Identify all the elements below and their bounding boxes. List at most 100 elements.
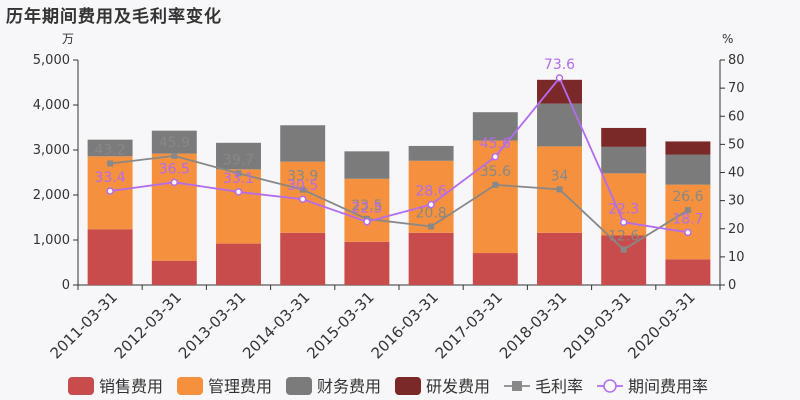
right-tick-label: 10 [728,250,745,265]
bar-segment [537,232,582,285]
bar-segment [408,232,454,285]
legend-swatch [286,377,312,395]
legend-label: 研发费用 [426,377,490,396]
line-point-marker [684,228,692,237]
line-point-marker [363,217,371,226]
bar-segment [151,153,197,261]
bar-segment [472,253,518,285]
series-line [109,154,689,251]
bar-segment [280,125,326,162]
x-tick-label: 2020-03-31 [624,288,698,362]
line-point-marker [234,188,243,196]
line-point-marker [299,186,306,193]
x-tick-label: 2016-03-31 [368,288,442,362]
bar-segment [151,130,197,154]
bar-segment [665,154,711,185]
data-label: 30.5 [287,178,318,194]
x-tick-label: 2013-03-31 [175,288,249,362]
bar-segment [87,139,133,157]
left-axis-unit: 万 [62,32,74,46]
x-tick-label: 2019-03-31 [560,288,634,362]
line-point-marker [556,186,563,193]
data-label: 12.6 [608,229,639,245]
line-point-marker [171,152,178,159]
bar-segment [472,112,518,141]
line-point-marker [106,187,114,195]
legend-swatch [177,377,203,395]
x-tick-label: 2014-03-31 [239,288,313,362]
data-label: 33.9 [287,169,318,185]
data-label: 34 [551,168,569,184]
line-point-marker [428,223,435,230]
x-tick-label: 2017-03-31 [432,288,506,362]
right-tick-label: 40 [728,166,745,181]
data-label: 23.5 [351,198,382,214]
line-point-marker [427,200,435,209]
legend-swatch-marker [512,381,522,391]
x-tick-label: 2015-03-31 [303,288,377,362]
legend-label: 管理费用 [208,377,272,396]
line-point-marker [684,207,691,214]
data-label: 33.4 [95,170,126,186]
legend-label: 期间费用率 [628,377,708,396]
x-tick-label: 2018-03-31 [496,288,570,362]
bar-segment [537,103,582,147]
bar-segment [665,259,711,285]
bar-segment [151,260,197,285]
legend-swatch [395,377,421,395]
legend-label: 毛利率 [535,377,583,396]
data-label: 43.2 [95,143,126,159]
bar-segment [344,241,390,285]
line-point-marker [170,178,179,187]
bar-segment [344,178,390,242]
bar-segment [665,184,711,260]
line-point-marker [620,246,627,253]
left-tick-label: 5,000 [33,53,70,68]
right-tick-label: 80 [728,53,745,68]
data-label: 45.9 [159,135,190,151]
bar-segment [408,145,454,161]
x-tick-label: 2012-03-31 [111,288,185,362]
series-line [109,76,689,234]
right-tick-label: 20 [728,222,745,237]
data-label: 20.8 [416,206,447,222]
bar-segment [216,243,261,285]
data-label: 39.7 [223,152,254,168]
bar-segment [537,79,582,104]
data-label: 26.6 [672,189,703,205]
bar-segment [408,160,454,233]
left-tick-label: 3,000 [33,143,70,158]
left-tick-label: 0 [62,278,70,293]
chart-title: 历年期间费用及毛利率变化 [6,7,222,27]
data-label: 28.6 [416,184,447,200]
legend-swatch-marker [603,379,617,393]
right-tick-label: 0 [728,278,736,293]
data-label: 36.5 [159,161,190,177]
right-tick-label: 60 [728,109,745,124]
bar-segment [87,229,133,285]
legend-label: 销售费用 [99,377,163,396]
bar-segment [344,151,390,179]
left-tick-label: 1,000 [33,233,70,248]
left-tick-label: 2,000 [33,188,70,203]
bar-segment [665,141,711,155]
data-label: 18.7 [672,211,703,227]
right-tick-label: 70 [728,81,745,96]
data-label: 22.3 [608,201,639,217]
line-point-marker [619,218,628,227]
data-label: 73.6 [544,57,575,73]
bar-segment [216,169,261,244]
data-label: 33.1 [223,171,254,187]
line-point-marker [491,153,500,161]
legend-swatch [68,377,94,395]
right-axis-unit: % [722,32,733,46]
bar-segment [280,232,326,285]
bar-segment [601,127,647,147]
bar-segment [601,146,647,174]
line-point-marker [492,181,499,188]
right-tick-label: 50 [728,137,745,152]
line-point-marker [298,195,307,203]
legend-label: 财务费用 [317,377,381,396]
